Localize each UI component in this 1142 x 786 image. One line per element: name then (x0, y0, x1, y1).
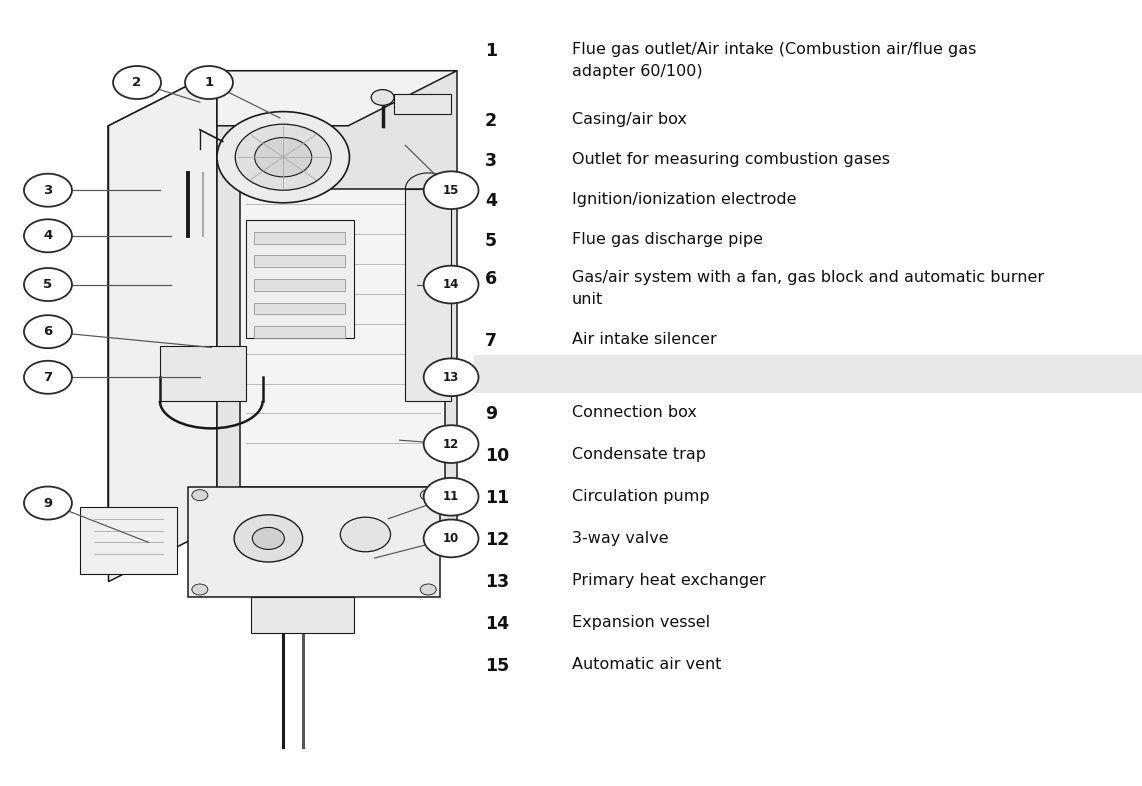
Circle shape (424, 425, 478, 463)
Polygon shape (254, 255, 345, 267)
Circle shape (424, 171, 478, 209)
Circle shape (371, 90, 394, 105)
Circle shape (424, 358, 478, 396)
Text: Connection box: Connection box (572, 405, 697, 420)
Text: 15: 15 (485, 657, 509, 675)
Circle shape (217, 112, 349, 203)
Text: 4: 4 (485, 192, 497, 210)
Text: 3: 3 (43, 184, 53, 196)
Text: 11: 11 (485, 489, 509, 507)
Text: 3: 3 (485, 152, 497, 170)
Circle shape (185, 66, 233, 99)
Text: 9: 9 (43, 497, 53, 509)
Circle shape (255, 138, 312, 177)
Text: 13: 13 (443, 371, 459, 384)
Circle shape (192, 584, 208, 595)
Polygon shape (394, 94, 451, 114)
Text: 13: 13 (485, 573, 509, 591)
Circle shape (24, 268, 72, 301)
Polygon shape (240, 189, 445, 487)
Circle shape (24, 487, 72, 520)
Text: Flue gas outlet/Air intake (Combustion air/flue gas: Flue gas outlet/Air intake (Combustion a… (572, 42, 976, 57)
Text: 14: 14 (485, 615, 509, 633)
Text: 2: 2 (132, 76, 142, 89)
Polygon shape (246, 220, 354, 338)
Text: Primary heat exchanger: Primary heat exchanger (572, 573, 766, 588)
Polygon shape (405, 189, 451, 401)
Text: 1: 1 (204, 76, 214, 89)
Text: 2: 2 (485, 112, 497, 130)
Text: 6: 6 (43, 325, 53, 338)
Circle shape (252, 527, 284, 549)
Text: 1: 1 (485, 42, 497, 60)
Text: 10: 10 (485, 447, 509, 465)
Polygon shape (254, 326, 345, 338)
Polygon shape (254, 303, 345, 314)
Text: 3-way valve: 3-way valve (572, 531, 668, 546)
Text: 7: 7 (485, 332, 497, 350)
Polygon shape (217, 71, 457, 527)
Circle shape (424, 266, 478, 303)
Text: Condensate trap: Condensate trap (572, 447, 706, 462)
Circle shape (234, 515, 303, 562)
Text: 15: 15 (443, 184, 459, 196)
Polygon shape (108, 71, 457, 126)
Text: Outlet for measuring combustion gases: Outlet for measuring combustion gases (572, 152, 890, 167)
Circle shape (420, 584, 436, 595)
Text: 12: 12 (485, 531, 509, 549)
Text: Flue gas discharge pipe: Flue gas discharge pipe (572, 232, 763, 247)
Text: 10: 10 (443, 532, 459, 545)
Circle shape (113, 66, 161, 99)
Text: Gas/air system with a fan, gas block and automatic burner: Gas/air system with a fan, gas block and… (572, 270, 1044, 285)
Text: Automatic air vent: Automatic air vent (572, 657, 722, 672)
Text: Casing/air box: Casing/air box (572, 112, 686, 127)
Polygon shape (254, 279, 345, 291)
Text: unit: unit (572, 292, 603, 307)
Polygon shape (80, 507, 177, 574)
Text: Ignition/ionization electrode: Ignition/ionization electrode (572, 192, 796, 207)
Text: Circulation pump: Circulation pump (572, 489, 709, 504)
Circle shape (24, 361, 72, 394)
Text: 11: 11 (443, 490, 459, 503)
Polygon shape (217, 71, 457, 126)
Text: 9: 9 (485, 405, 497, 423)
Circle shape (420, 490, 436, 501)
Circle shape (24, 219, 72, 252)
Text: Air intake silencer: Air intake silencer (572, 332, 717, 347)
Text: 4: 4 (43, 230, 53, 242)
Circle shape (24, 174, 72, 207)
Circle shape (424, 520, 478, 557)
Bar (474, 355, 1142, 393)
Circle shape (24, 315, 72, 348)
Text: 14: 14 (443, 278, 459, 291)
Text: adapter 60/100): adapter 60/100) (572, 64, 702, 79)
Polygon shape (254, 232, 345, 244)
Text: 5: 5 (485, 232, 497, 250)
Text: 7: 7 (43, 371, 53, 384)
Circle shape (235, 124, 331, 190)
Circle shape (192, 490, 208, 501)
Polygon shape (188, 487, 440, 597)
Text: 6: 6 (485, 270, 497, 288)
Polygon shape (160, 346, 246, 401)
Text: Expansion vessel: Expansion vessel (572, 615, 710, 630)
Text: 5: 5 (43, 278, 53, 291)
Polygon shape (108, 71, 217, 582)
Text: 12: 12 (443, 438, 459, 450)
Circle shape (340, 517, 391, 552)
Polygon shape (251, 597, 354, 633)
Circle shape (424, 478, 478, 516)
